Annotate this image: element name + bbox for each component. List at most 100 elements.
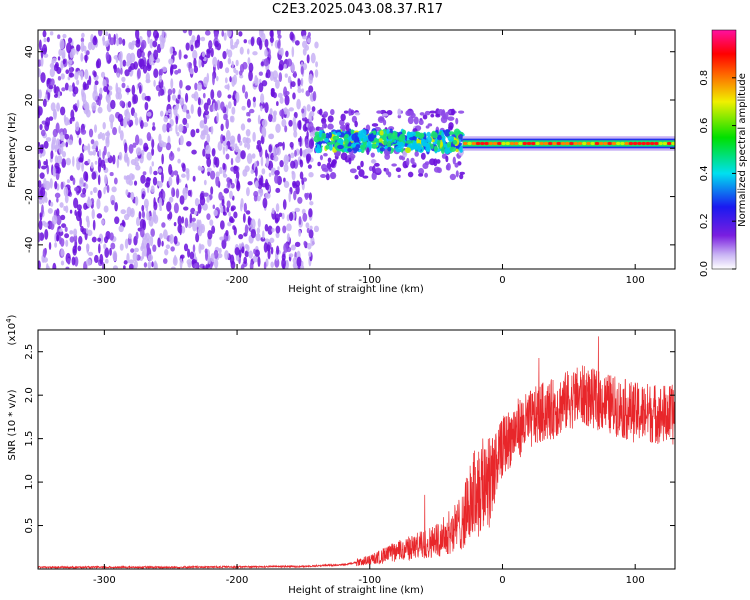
heatmap-cell [209,219,214,226]
heatmap-cell [624,141,629,146]
heatmap-cell [641,141,646,146]
heatmap-cell [143,142,149,153]
heatmap-cell [235,69,239,76]
heatmap-cell [197,203,202,214]
heatmap-cell [288,253,294,258]
heatmap-cell [192,49,198,60]
heatmap-cell [311,106,316,112]
heatmap-cell [279,160,284,168]
heatmap-cell [68,85,73,92]
heatmap-cell [91,171,97,180]
heatmap-cell [175,123,178,135]
heatmap-cell [179,79,183,89]
heatmap-cell [90,139,95,145]
heatmap-cell [378,138,383,142]
heatmap-cell [312,90,317,102]
heatmap-cell [97,189,102,199]
heatmap-cell [54,233,57,243]
heatmap-cell [151,125,156,131]
heatmap-cell [157,237,161,248]
heatmap-cell [418,173,424,177]
heatmap-cell [302,40,308,49]
heatmap-cell [305,90,311,97]
heatmap-cell [44,180,51,191]
heatmap-cell [234,247,240,256]
heatmap-cell [204,250,208,261]
heatmap-cell [103,158,109,164]
heatmap-cell [300,30,307,38]
heatmap-cell [671,141,675,146]
heatmap-cell [238,249,242,259]
heatmap-cell [239,46,244,55]
heatmap-cell [193,262,199,269]
heatmap-cell [51,58,55,68]
heatmap-cell [178,123,184,133]
heatmap-cell [54,242,58,248]
heatmap-cell [368,136,375,142]
heatmap-cell [55,138,61,149]
heatmap-cell [196,34,201,44]
heatmap-cell [223,187,230,194]
heatmap-cell [112,250,118,262]
heatmap-xlabel: Height of straight line (km) [288,284,424,295]
heatmap-cell [140,174,146,184]
heatmap-cell [38,260,41,269]
heatmap-cell [522,141,527,146]
heatmap-cell [118,225,124,233]
heatmap-cell [413,116,419,125]
heatmap-cell [61,52,66,60]
heatmap-cell [106,184,110,194]
heatmap-cell [117,113,123,123]
heatmap-cell [266,158,270,165]
heatmap-cell [276,245,280,255]
heatmap-cell [179,97,185,106]
heatmap-cell [86,199,93,208]
heatmap-cell [97,237,102,242]
heatmap-cell [573,141,578,146]
y-tick-label: 1.5 [24,431,35,447]
heatmap-cell [386,110,393,116]
heatmap-cell [96,198,101,210]
heatmap-cell [107,85,113,91]
heatmap-cell [278,72,283,83]
heatmap-cell [187,248,191,258]
heatmap-cell [306,130,309,140]
heatmap-cell [60,260,65,266]
heatmap-cell [302,48,307,56]
heatmap-cell [582,141,587,146]
heatmap-cell [64,133,70,140]
heatmap-cell [289,31,294,41]
heatmap-cell [115,82,119,93]
heatmap-cell [80,37,85,43]
heatmap-cell [488,141,494,146]
heatmap-cell [74,186,80,192]
heatmap-cell [284,90,290,96]
heatmap-cell [374,162,380,167]
heatmap-cell [402,129,407,135]
heatmap-cell [406,131,411,138]
heatmap-cell [51,139,56,151]
heatmap-cell [59,106,66,116]
heatmap-cell [263,242,268,253]
heatmap-cell [415,143,423,151]
heatmap-cell [435,113,441,118]
heatmap-cell [162,123,167,133]
heatmap-cell [285,50,289,58]
heatmap-cell [132,142,137,148]
heatmap-cell [278,59,285,71]
heatmap-cell [72,245,78,256]
heatmap-cell [262,127,267,138]
heatmap-cell [318,108,323,116]
heatmap-cell [229,76,232,83]
heatmap-cell [308,85,314,93]
x-tick-label: 100 [626,575,645,586]
heatmap-cell [233,98,237,107]
heatmap-cell [248,62,254,73]
heatmap-cell [177,215,182,226]
heatmap-cell [256,195,261,202]
heatmap-cell [75,121,80,132]
heatmap-cell [424,110,431,116]
heatmap-cell [133,260,138,269]
heatmap-cell [136,48,142,59]
heatmap-cell [141,242,145,250]
